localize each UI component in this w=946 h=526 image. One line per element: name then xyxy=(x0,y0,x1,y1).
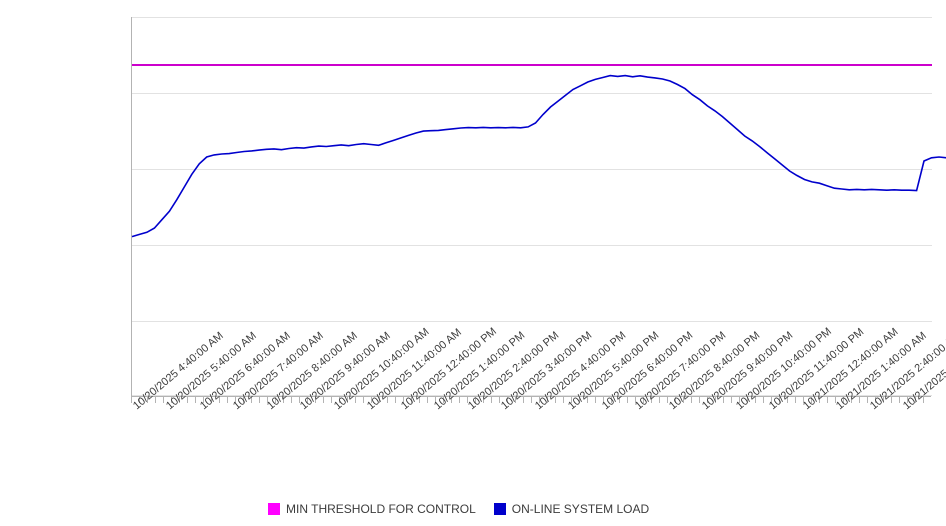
chart-container: 10/20/2025 4:40:00 AM 10/20/2025 5:40:00… xyxy=(0,0,946,526)
threshold-color-swatch xyxy=(268,503,280,515)
load-legend-label: ON-LINE SYSTEM LOAD xyxy=(512,502,649,516)
legend-item-threshold[interactable]: MIN THRESHOLD FOR CONTROL xyxy=(268,502,476,516)
legend-item-load[interactable]: ON-LINE SYSTEM LOAD xyxy=(494,502,649,516)
load-color-swatch xyxy=(494,503,506,515)
threshold-legend-label: MIN THRESHOLD FOR CONTROL xyxy=(286,502,476,516)
xaxis-labels: 10/20/2025 4:40:00 AM 10/20/2025 5:40:00… xyxy=(131,403,946,493)
chart-legend: MIN THRESHOLD FOR CONTROL ON-LINE SYSTEM… xyxy=(268,499,868,519)
